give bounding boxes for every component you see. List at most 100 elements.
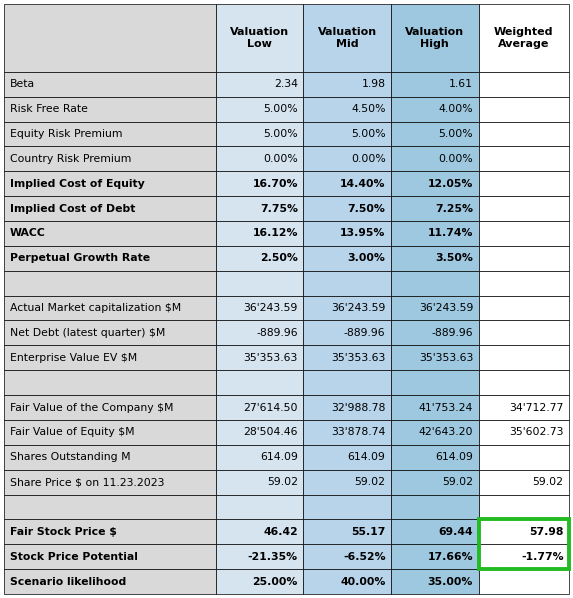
Text: Scenario likelihood: Scenario likelihood — [10, 576, 126, 587]
Bar — [304, 171, 391, 196]
Bar — [478, 346, 569, 370]
Text: 13.95%: 13.95% — [340, 228, 386, 239]
Text: 7.75%: 7.75% — [260, 203, 298, 213]
Text: 69.44: 69.44 — [438, 527, 473, 537]
Bar — [391, 121, 478, 147]
Bar — [478, 544, 569, 569]
Bar — [216, 221, 304, 246]
Text: 3.00%: 3.00% — [348, 254, 386, 263]
Bar — [304, 420, 391, 445]
Bar — [4, 271, 216, 295]
Bar — [391, 370, 478, 395]
Bar — [4, 97, 216, 121]
Bar — [478, 121, 569, 147]
Text: Implied Cost of Debt: Implied Cost of Debt — [10, 203, 135, 213]
Text: Fair Value of the Company $M: Fair Value of the Company $M — [10, 402, 174, 413]
Text: 614.09: 614.09 — [435, 452, 473, 462]
Bar — [216, 520, 304, 544]
Bar — [4, 544, 216, 569]
Text: 35'602.73: 35'602.73 — [509, 428, 563, 437]
Text: 40.00%: 40.00% — [340, 576, 386, 587]
Text: 2.50%: 2.50% — [260, 254, 298, 263]
Bar — [216, 246, 304, 271]
Bar — [304, 271, 391, 295]
Bar — [216, 271, 304, 295]
Bar — [391, 4, 478, 72]
Bar — [304, 4, 391, 72]
Text: Shares Outstanding M: Shares Outstanding M — [10, 452, 131, 462]
Bar — [216, 147, 304, 171]
Bar — [216, 121, 304, 147]
Bar — [391, 346, 478, 370]
Bar — [4, 196, 216, 221]
Text: Valuation
High: Valuation High — [405, 26, 464, 49]
Text: Risk Free Rate: Risk Free Rate — [10, 104, 88, 114]
Bar — [391, 271, 478, 295]
Bar — [391, 221, 478, 246]
Bar — [216, 4, 304, 72]
Bar — [478, 147, 569, 171]
Bar — [216, 346, 304, 370]
Bar — [304, 72, 391, 97]
Bar — [4, 395, 216, 420]
Bar — [304, 147, 391, 171]
Bar — [216, 544, 304, 569]
Bar — [478, 321, 569, 346]
Bar — [304, 121, 391, 147]
Bar — [304, 295, 391, 321]
Bar — [391, 246, 478, 271]
Bar — [4, 147, 216, 171]
Bar — [4, 221, 216, 246]
Text: WACC: WACC — [10, 228, 46, 239]
Text: 5.00%: 5.00% — [438, 129, 473, 139]
Text: Stock Price Potential: Stock Price Potential — [10, 552, 138, 562]
Bar — [478, 569, 569, 594]
Text: 16.12%: 16.12% — [253, 228, 298, 239]
Text: 34'712.77: 34'712.77 — [509, 402, 563, 413]
Bar — [216, 196, 304, 221]
Text: -889.96: -889.96 — [344, 328, 386, 338]
Bar — [304, 395, 391, 420]
Text: Net Debt (latest quarter) $M: Net Debt (latest quarter) $M — [10, 328, 166, 338]
Text: 5.00%: 5.00% — [351, 129, 386, 139]
Text: 55.17: 55.17 — [351, 527, 386, 537]
Bar — [304, 370, 391, 395]
Bar — [216, 445, 304, 469]
Bar — [391, 147, 478, 171]
Text: -1.77%: -1.77% — [521, 552, 563, 562]
Text: 614.09: 614.09 — [260, 452, 298, 462]
Bar — [304, 569, 391, 594]
Text: Valuation
Low: Valuation Low — [230, 26, 289, 49]
Bar — [478, 72, 569, 97]
Bar — [391, 469, 478, 495]
Text: 35'353.63: 35'353.63 — [331, 353, 386, 363]
Bar — [391, 569, 478, 594]
Bar — [391, 196, 478, 221]
Bar — [478, 97, 569, 121]
Bar — [391, 171, 478, 196]
Bar — [478, 445, 569, 469]
Text: 59.02: 59.02 — [532, 477, 563, 487]
Text: 12.05%: 12.05% — [427, 179, 473, 189]
Text: 16.70%: 16.70% — [253, 179, 298, 189]
Text: 1.98: 1.98 — [362, 80, 386, 89]
Bar — [478, 221, 569, 246]
Text: Fair Value of Equity $M: Fair Value of Equity $M — [10, 428, 135, 437]
Text: Actual Market capitalization $M: Actual Market capitalization $M — [10, 303, 181, 313]
Bar — [391, 72, 478, 97]
Text: 0.00%: 0.00% — [438, 154, 473, 164]
Text: Share Price $ on 11.23.2023: Share Price $ on 11.23.2023 — [10, 477, 164, 487]
Bar — [304, 346, 391, 370]
Bar — [4, 569, 216, 594]
Bar — [216, 569, 304, 594]
Bar — [4, 4, 216, 72]
Bar — [478, 171, 569, 196]
Bar — [4, 72, 216, 97]
Bar — [4, 370, 216, 395]
Text: 35.00%: 35.00% — [427, 576, 473, 587]
Bar — [216, 321, 304, 346]
Bar — [216, 495, 304, 520]
Bar — [4, 121, 216, 147]
Text: Country Risk Premium: Country Risk Premium — [10, 154, 131, 164]
Bar — [4, 295, 216, 321]
